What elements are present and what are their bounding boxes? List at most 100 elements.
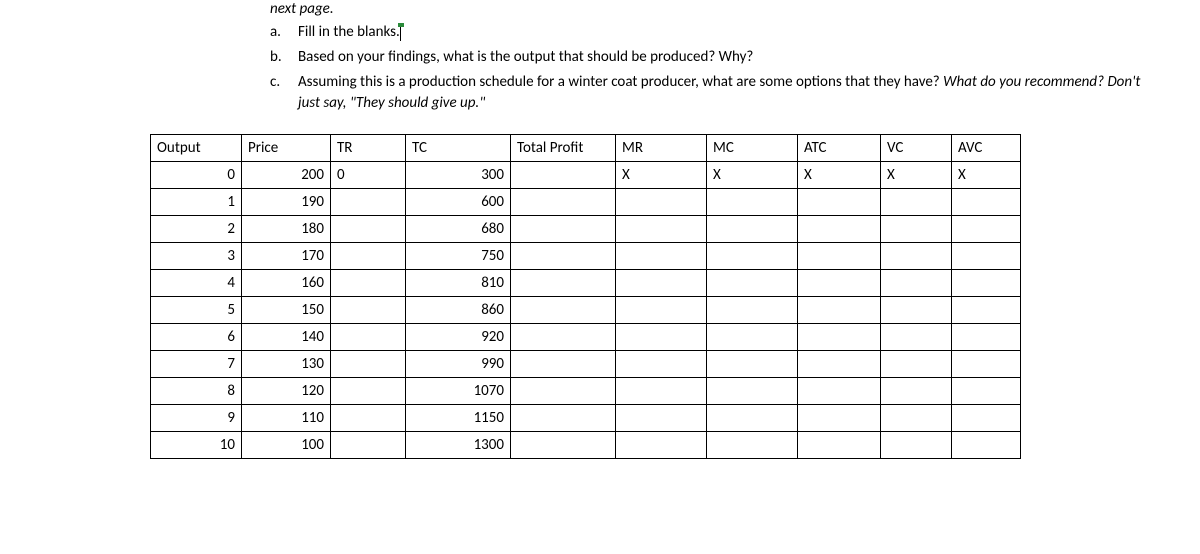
table-cell: 160 <box>242 270 331 297</box>
table-body: 02000300XXXXX119060021806803170750416081… <box>151 162 1021 459</box>
col-header: ATC <box>798 135 881 162</box>
text-c: Assuming this is a production schedule f… <box>298 72 1160 114</box>
table-row: 6140920 <box>151 324 1021 351</box>
col-header: TC <box>406 135 511 162</box>
table-cell <box>707 189 798 216</box>
table-row: 91101150 <box>151 405 1021 432</box>
table-cell: 190 <box>242 189 331 216</box>
table-cell <box>707 270 798 297</box>
table-cell <box>798 405 881 432</box>
text-a-content: Fill in the blanks. <box>298 23 400 41</box>
text-cursor-icon <box>400 27 401 41</box>
table-cell <box>511 189 616 216</box>
table-cell <box>511 216 616 243</box>
table-cell: 3 <box>151 243 242 270</box>
intro-topline: next page. <box>270 0 1160 18</box>
table-cell <box>511 297 616 324</box>
table-row: 101001300 <box>151 432 1021 459</box>
table-cell: 1070 <box>406 378 511 405</box>
table-cell: 810 <box>406 270 511 297</box>
table-cell: 140 <box>242 324 331 351</box>
table-cell <box>707 432 798 459</box>
col-header: MC <box>707 135 798 162</box>
table-header-row: OutputPriceTRTCTotal ProfitMRMCATCVCAVC <box>151 135 1021 162</box>
table-cell: X <box>952 162 1021 189</box>
table-cell: 920 <box>406 324 511 351</box>
table-cell: 1 <box>151 189 242 216</box>
table-cell <box>616 216 707 243</box>
table-cell <box>952 297 1021 324</box>
table-cell <box>616 297 707 324</box>
table-cell: X <box>707 162 798 189</box>
table-cell <box>881 189 952 216</box>
table-cell <box>798 189 881 216</box>
table-cell <box>707 243 798 270</box>
text-b: Based on your findings, what is the outp… <box>298 47 753 68</box>
table-cell <box>881 405 952 432</box>
table-cell <box>616 351 707 378</box>
table-cell <box>798 270 881 297</box>
table-cell <box>707 378 798 405</box>
table-cell: 0 <box>331 162 406 189</box>
table-cell <box>707 324 798 351</box>
table-cell <box>511 432 616 459</box>
table-cell: 8 <box>151 378 242 405</box>
table-cell <box>331 378 406 405</box>
table-cell: 0 <box>151 162 242 189</box>
table-row: 5150 860 <box>151 297 1021 324</box>
table-cell <box>511 405 616 432</box>
table-cell: 5 <box>151 297 242 324</box>
table-cell <box>798 216 881 243</box>
table-row: 3170750 <box>151 243 1021 270</box>
table-cell: 4 <box>151 270 242 297</box>
table-cell <box>331 432 406 459</box>
col-header: VC <box>881 135 952 162</box>
table-cell: X <box>798 162 881 189</box>
marker-c: c. <box>270 72 298 114</box>
table-cell <box>331 216 406 243</box>
table-cell <box>952 216 1021 243</box>
table-cell <box>881 243 952 270</box>
table-row: 7130990 <box>151 351 1021 378</box>
table-cell: 860 <box>406 297 511 324</box>
table-cell <box>798 432 881 459</box>
table-cell <box>331 405 406 432</box>
table-cell: 600 <box>406 189 511 216</box>
col-header: TR <box>331 135 406 162</box>
table-cell: 680 <box>406 216 511 243</box>
table-cell: 150 <box>242 297 331 324</box>
table-head: OutputPriceTRTCTotal ProfitMRMCATCVCAVC <box>151 135 1021 162</box>
table-cell: 130 <box>242 351 331 378</box>
table-cell <box>616 324 707 351</box>
table-cell: 120 <box>242 378 331 405</box>
table-cell <box>331 189 406 216</box>
intro-item-b: b. Based on your findings, what is the o… <box>270 47 1160 68</box>
table-cell <box>707 351 798 378</box>
table-cell <box>952 189 1021 216</box>
table-cell <box>331 270 406 297</box>
col-header: Total Profit <box>511 135 616 162</box>
table-row: 8120 1070 <box>151 378 1021 405</box>
table-cell <box>511 378 616 405</box>
table-cell: 9 <box>151 405 242 432</box>
table-cell <box>616 270 707 297</box>
table-cell <box>616 378 707 405</box>
intro-item-c: c. Assuming this is a production schedul… <box>270 72 1160 114</box>
table-cell <box>798 378 881 405</box>
table-cell <box>798 351 881 378</box>
table-cell <box>881 297 952 324</box>
table-cell <box>798 243 881 270</box>
marker-a: a. <box>270 22 298 43</box>
table-cell <box>952 351 1021 378</box>
intro-list: a. Fill in the blanks. b. Based on your … <box>270 22 1160 114</box>
table-cell: X <box>881 162 952 189</box>
table-cell: 990 <box>406 351 511 378</box>
table-cell <box>952 324 1021 351</box>
intro-item-a: a. Fill in the blanks. <box>270 22 1160 43</box>
text-a: Fill in the blanks. <box>298 22 401 43</box>
table-cell <box>881 270 952 297</box>
table-cell: 1300 <box>406 432 511 459</box>
table-cell: 180 <box>242 216 331 243</box>
table-cell <box>952 432 1021 459</box>
table-cell: 300 <box>406 162 511 189</box>
